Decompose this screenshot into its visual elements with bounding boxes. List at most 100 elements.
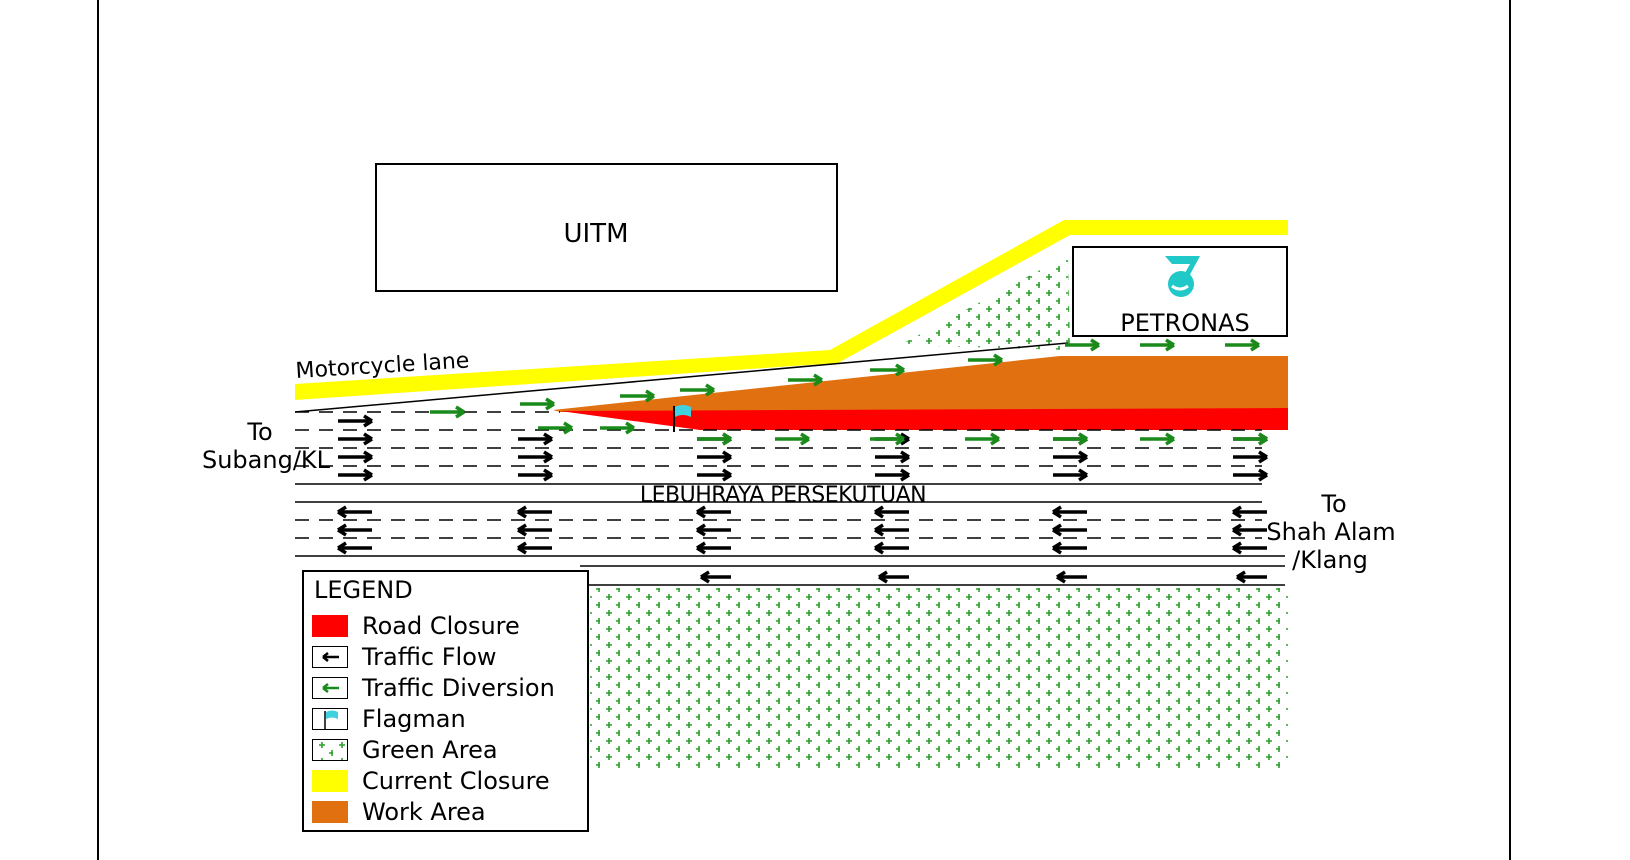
petronas-label: PETRONAS: [1120, 309, 1249, 337]
traffic-diversion-arrow: [520, 397, 555, 411]
traffic-flow-arrow: [1053, 468, 1088, 482]
road-name-label: LEBUHRAYA PERSEKUTUAN: [640, 483, 926, 508]
traffic-diversion-arrows: [430, 338, 1268, 446]
traffic-diversion-arrow: [965, 432, 1000, 446]
traffic-flow-arrow: [517, 523, 552, 537]
traffic-flow-arrow: [697, 468, 732, 482]
traffic-flow-arrow: [1052, 541, 1087, 555]
traffic-flow-arrow: [518, 468, 553, 482]
traffic-flow-arrow: [1236, 570, 1267, 584]
road-edge-line: [294, 342, 1069, 413]
traffic-flow-arrow: [1056, 570, 1087, 584]
traffic-diversion-arrow: [600, 421, 635, 435]
legend-label: Traffic Diversion: [362, 674, 555, 702]
traffic-flow-arrow: [875, 468, 910, 482]
work-area-swatch-icon: [312, 801, 348, 823]
lower-lane-lines: [295, 501, 1285, 586]
traffic-diversion-arrow: [1065, 338, 1100, 352]
current-closure-swatch-icon: [312, 770, 348, 792]
traffic-flow-arrow: [1053, 450, 1088, 464]
traffic-flow-arrow: [697, 450, 732, 464]
traffic-flow-arrow: [1232, 541, 1267, 555]
traffic-flow-arrow: [518, 450, 553, 464]
traffic-flow-arrow: [337, 505, 372, 519]
traffic-flow-arrows-west: [337, 505, 1267, 584]
to-right-line1: To: [1320, 490, 1346, 518]
traffic-flow-arrow: [1233, 468, 1268, 482]
legend-item-flagman: Flagman: [312, 705, 466, 733]
traffic-diversion-arrow: [1233, 432, 1268, 446]
traffic-flow-arrow: [337, 541, 372, 555]
legend-item-traffic-diversion: Traffic Diversion: [312, 674, 555, 702]
traffic-diversion-arrow: [430, 405, 465, 419]
legend: LEGEND Road Closure Traffic Flow Traffic…: [302, 570, 589, 832]
traffic-flow-arrow: [1233, 450, 1268, 464]
traffic-diversion-arrow: [620, 389, 655, 403]
to-right-line3: /Klang: [1292, 546, 1368, 574]
petronas-logo-icon: [1165, 256, 1200, 297]
traffic-flow-arrow: [696, 523, 731, 537]
uitm-label: UITM: [563, 219, 628, 249]
legend-item-road-closure: Road Closure: [312, 612, 520, 640]
legend-item-work-area: Work Area: [312, 798, 486, 826]
traffic-flow-arrow: [338, 414, 373, 428]
traffic-flow-arrow-icon: [312, 646, 348, 668]
traffic-diversion-arrow: [680, 383, 715, 397]
legend-item-traffic-flow: Traffic Flow: [312, 643, 497, 671]
traffic-flow-arrow: [518, 432, 553, 446]
work-area: [553, 356, 1288, 412]
traffic-diversion-arrow: [1140, 338, 1175, 352]
traffic-flow-arrow: [337, 523, 372, 537]
legend-label: Flagman: [362, 705, 466, 733]
green-area-swatch-icon: [312, 739, 348, 761]
legend-label: Work Area: [362, 798, 486, 826]
upper-lane-lines: [295, 411, 1262, 485]
road-closure: [560, 408, 1288, 430]
road-closure-swatch-icon: [312, 615, 348, 637]
traffic-flow-arrow: [1232, 505, 1267, 519]
to-right-line2: Shah Alam: [1266, 518, 1395, 546]
traffic-flow-arrow: [517, 505, 552, 519]
traffic-flow-arrow: [517, 541, 552, 555]
traffic-flow-arrows-east: [338, 414, 1268, 482]
traffic-flow-arrow: [1052, 523, 1087, 537]
green-area-upper: [900, 255, 1070, 350]
legend-label: Traffic Flow: [362, 643, 497, 671]
legend-title: LEGEND: [314, 576, 413, 604]
traffic-flow-arrow: [696, 541, 731, 555]
traffic-flow-arrow: [696, 505, 731, 519]
current-closure-yellow: [295, 220, 1288, 400]
traffic-flow-arrow: [874, 505, 909, 519]
traffic-flow-arrow: [1052, 505, 1087, 519]
traffic-diversion-arrow: [1140, 432, 1175, 446]
traffic-flow-arrow: [875, 450, 910, 464]
traffic-diversion-arrow: [697, 432, 732, 446]
traffic-diversion-arrow: [870, 363, 905, 377]
traffic-flow-arrow: [338, 468, 373, 482]
traffic-diversion-arrow: [788, 373, 823, 387]
traffic-diversion-arrow: [870, 432, 905, 446]
traffic-flow-arrow: [874, 541, 909, 555]
traffic-flow-arrow: [338, 450, 373, 464]
legend-label: Green Area: [362, 736, 498, 764]
traffic-diversion-arrow: [538, 421, 573, 435]
legend-label: Road Closure: [362, 612, 520, 640]
to-left-line2: Subang/KL: [202, 446, 331, 474]
traffic-diversion-arrow-icon: [312, 677, 348, 699]
traffic-flow-arrow: [338, 432, 373, 446]
legend-item-green-area: Green Area: [312, 736, 498, 764]
traffic-diversion-arrow: [1053, 432, 1088, 446]
uitm-building: [375, 163, 838, 292]
traffic-diversion-arrow: [1225, 338, 1260, 352]
legend-item-current-closure: Current Closure: [312, 767, 550, 795]
traffic-flow-arrow: [874, 523, 909, 537]
traffic-flow-arrow: [878, 570, 909, 584]
flagman-icon: [673, 405, 691, 432]
legend-label: Current Closure: [362, 767, 550, 795]
traffic-diversion-arrow: [968, 353, 1003, 367]
traffic-flow-arrow: [1232, 523, 1267, 537]
to-left-line1: To: [246, 418, 272, 446]
traffic-flow-arrow: [700, 570, 731, 584]
traffic-diversion-arrow: [775, 432, 810, 446]
green-area-lower: [590, 588, 1288, 770]
